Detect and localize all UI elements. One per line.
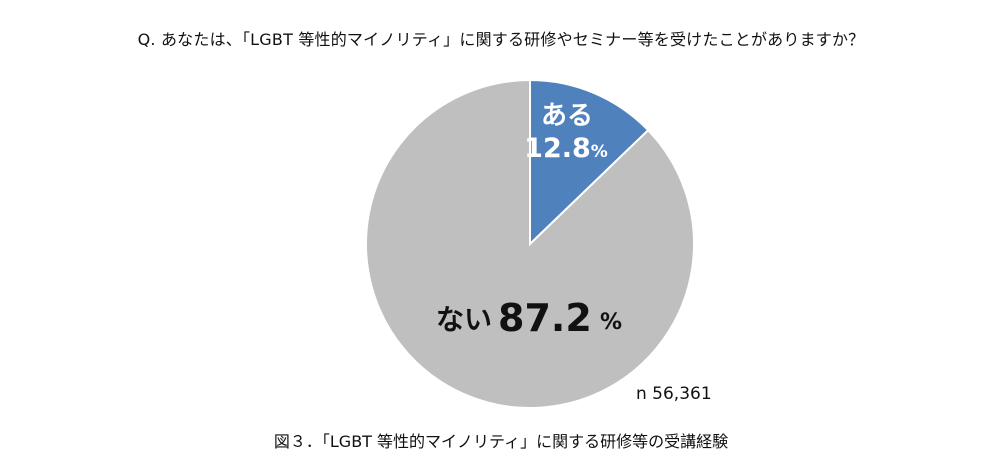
slice-unit-nai: % — [600, 310, 622, 335]
pie-slice-aru — [529, 78, 650, 247]
slice-label-aru: ある — [541, 101, 593, 131]
slice-unit-aru: % — [591, 142, 608, 162]
slice-value-nai: 87.2 — [498, 296, 592, 340]
sample-size-label: n 56,361 — [636, 384, 712, 404]
slice-label-nai: ない — [436, 303, 492, 336]
slice-value-aru-group: 12.8% — [524, 133, 608, 164]
question-text: Q. あなたは、「LGBT 等性的マイノリティ」に関する研修やセミナー等を受けた… — [137, 30, 865, 49]
pie-slice-nai — [365, 78, 695, 409]
slice-value-aru: 12.8 — [524, 133, 591, 164]
figure-caption: 図３．「LGBT 等性的マイノリティ」に関する研修等の受講経験 — [273, 432, 729, 451]
